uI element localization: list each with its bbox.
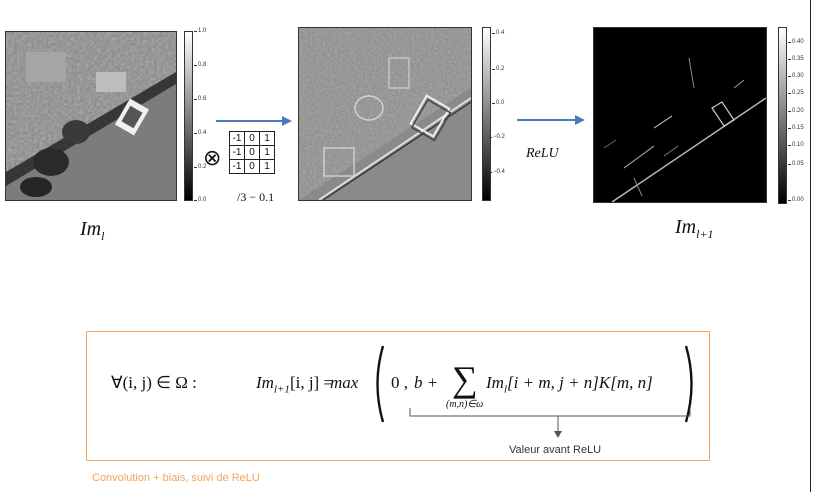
page-edge-line bbox=[810, 0, 811, 492]
input-image bbox=[5, 31, 177, 201]
right-big-paren bbox=[684, 345, 693, 423]
conv-colorbar-tick: 0.2 bbox=[491, 66, 505, 72]
sum-subscript: (m,n)∈ω bbox=[446, 399, 484, 410]
input-colorbar-tick: 0.4 bbox=[193, 130, 207, 136]
input-colorbar-tick: 0.8 bbox=[193, 62, 207, 68]
input-image-content bbox=[6, 32, 176, 200]
sum-symbol: ∑ bbox=[452, 359, 478, 399]
input-colorbar-tick: 0.6 bbox=[193, 96, 207, 102]
conv-colorbar bbox=[482, 27, 491, 201]
formula-zero: 0 , bbox=[391, 373, 408, 392]
relu-colorbar-tick: 0.15 bbox=[788, 125, 804, 131]
input-image-label: Iml bbox=[80, 218, 105, 243]
input-colorbar-tick: 0.2 bbox=[193, 164, 207, 170]
conv-image-content bbox=[299, 28, 471, 200]
kernel-cell: -1 bbox=[229, 159, 245, 174]
formula-bias: b + bbox=[414, 373, 439, 392]
kernel-cell: 1 bbox=[259, 131, 275, 146]
kernel-cell: -1 bbox=[229, 131, 245, 146]
kernel-cell: -1 bbox=[229, 145, 245, 160]
relu-colorbar-tick: 0.35 bbox=[788, 56, 804, 62]
formula-lhs: Iml+1[i, j] = bbox=[256, 373, 334, 396]
relu-colorbar-tick: 0.10 bbox=[788, 142, 804, 148]
relu-label: ReLU bbox=[526, 146, 559, 161]
relu-colorbar-tick: 0.20 bbox=[788, 108, 804, 114]
formula-box bbox=[86, 331, 710, 461]
formula-forall: ∀(i, j) ∈ Ω : bbox=[111, 373, 197, 392]
left-big-paren bbox=[376, 345, 385, 423]
relu-colorbar-tick: 0.25 bbox=[788, 90, 804, 96]
bracket-label: Valeur avant ReLU bbox=[509, 444, 602, 456]
conv-colorbar-tick: 0.4 bbox=[491, 30, 505, 36]
formula-term: Iml[i + m, j + n]K[m, n] bbox=[486, 373, 653, 396]
kernel-cell: 1 bbox=[259, 159, 275, 174]
relu-image-content bbox=[594, 28, 766, 202]
kernel-cell: 0 bbox=[244, 159, 260, 174]
kernel-cell: 1 bbox=[259, 145, 275, 160]
input-colorbar bbox=[184, 31, 193, 201]
arrow-to-conv bbox=[216, 116, 292, 126]
output-image-label: Iml+1 bbox=[675, 216, 714, 241]
input-colorbar-tick: 1.0 bbox=[193, 28, 207, 34]
relu-image bbox=[593, 27, 767, 203]
formula-max: max bbox=[330, 373, 359, 392]
relu-colorbar-tick: 0.00 bbox=[788, 197, 804, 203]
kernel-note: /3 − 0.1 bbox=[237, 190, 275, 204]
kernel-cell: 0 bbox=[244, 131, 260, 146]
conv-colorbar-tick: −0.2 bbox=[489, 134, 505, 140]
conv-colorbar-tick: −0.4 bbox=[489, 169, 505, 175]
kernel-matrix: -1 0 1 -1 0 1 -1 0 1 bbox=[229, 131, 275, 174]
relu-input-bracket bbox=[409, 408, 691, 438]
input-colorbar-tick: 0.0 bbox=[193, 197, 207, 203]
relu-colorbar-tick: 0.30 bbox=[788, 73, 804, 79]
relu-colorbar-tick: 0.40 bbox=[788, 39, 804, 45]
conv-image bbox=[298, 27, 472, 201]
arrow-to-relu bbox=[517, 115, 585, 125]
caption: Convolution + biais, suivi de ReLU bbox=[92, 472, 260, 484]
convolve-symbol: ⊗ bbox=[203, 145, 222, 170]
kernel-cell: 0 bbox=[244, 145, 260, 160]
relu-colorbar-tick: 0.05 bbox=[788, 161, 804, 167]
conv-colorbar-tick: 0.0 bbox=[491, 100, 505, 106]
relu-colorbar bbox=[778, 27, 787, 204]
